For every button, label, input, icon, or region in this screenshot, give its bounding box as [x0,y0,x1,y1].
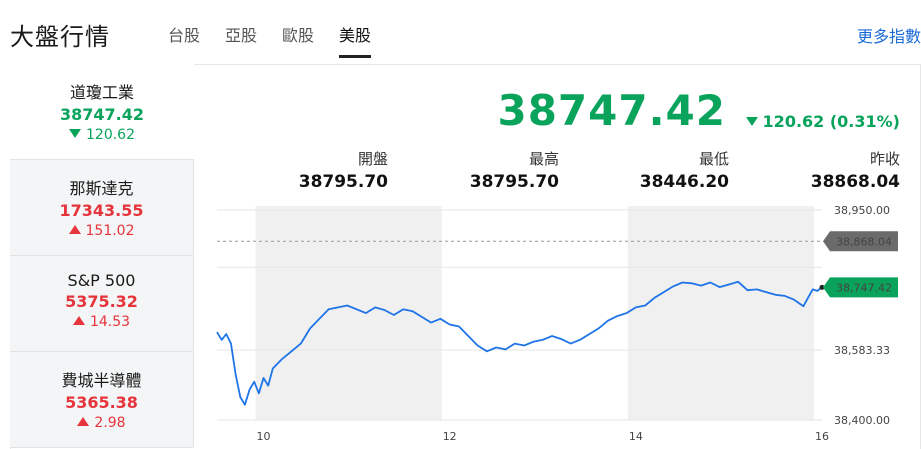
x-tick-label: 10 [257,430,271,443]
sidebar-item-price: 5375.32 [65,292,138,311]
sidebar-item-name: 費城半導體 [61,371,142,390]
sidebar-item-change-value: 120.62 [86,127,135,143]
stat-high: 最高 38795.70 [470,148,559,192]
sidebar-item-change-value: 14.53 [89,314,131,330]
stat-label: 最高 [528,150,559,168]
tab-us[interactable]: 美股 [339,22,372,58]
main-change-value: 120.62 (0.31%) [762,112,900,131]
stat-value: 38446.20 [639,172,729,192]
index-sidebar: 道瓊工業 38747.42 120.62 那斯達克 17343.55 151.0… [10,64,194,449]
down-triangle-icon [69,129,81,138]
x-tick-label: 16 [815,430,829,443]
stat-value: 38795.70 [469,172,559,192]
sidebar-item-change: 14.53 [10,314,193,330]
main-change: 120.62 (0.31%) [745,112,900,131]
tab-taiwan[interactable]: 台股 [168,26,201,45]
sidebar-item-dow[interactable]: 道瓊工業 38747.42 120.62 [10,64,194,160]
sidebar-item-price: 38747.42 [59,105,144,124]
stat-value: 38868.04 [810,172,900,192]
more-indices-link[interactable]: 更多指數 [856,27,921,46]
tab-europe[interactable]: 歐股 [282,26,315,45]
sidebar-item-price: 17343.55 [59,201,144,220]
main-price: 38747.42 [497,86,726,135]
last-price-tag-label: 38,747.42 [836,281,892,294]
stat-label: 昨收 [869,150,900,168]
page-title: 大盤行情 [10,23,110,51]
tab-asia[interactable]: 亞股 [225,26,258,45]
sidebar-item-name: S&P 500 [67,271,136,290]
sidebar-item-change: 120.62 [10,127,194,143]
price-line [216,280,823,406]
last-price-dot [819,284,825,290]
sidebar-item-change: 2.98 [10,415,193,431]
prev-close-tag [823,231,898,252]
sidebar-item-price: 5365.38 [65,393,138,412]
y-tick-label: 38,400.00 [834,414,890,427]
stat-open: 開盤 38795.70 [299,148,388,192]
down-triangle-icon [745,117,758,126]
up-triangle-icon [68,225,81,234]
market-tabs: 台股 亞股 歐股 美股 [168,22,396,58]
sidebar-item-name: 那斯達克 [69,179,134,198]
sidebar-item-sox[interactable]: 費城半導體 5365.38 2.98 [10,352,194,448]
header: 大盤行情 台股 亞股 歐股 美股 更多指數 [0,0,921,64]
up-triangle-icon [77,417,90,426]
y-tick-label: 38,950.00 [834,204,890,217]
x-tick-label: 12 [443,430,457,443]
up-triangle-icon [72,316,85,325]
sidebar-item-name: 道瓊工業 [69,83,134,102]
x-tick-label: 14 [629,430,643,443]
stat-label: 開盤 [357,150,388,168]
prev-close-tag-label: 38,868.04 [836,235,892,248]
session-band-1 [627,206,814,420]
sidebar-item-change: 151.02 [10,223,193,239]
last-price-tag [823,277,898,298]
sidebar-item-change-value: 2.98 [94,415,126,431]
sidebar-item-change-value: 151.02 [85,223,135,239]
stat-prev-close: 昨收 38868.04 [811,148,900,192]
stat-label: 最低 [698,150,729,168]
stat-value: 38795.70 [298,172,388,192]
sidebar-item-sp500[interactable]: S&P 500 5375.32 14.53 [10,256,194,352]
sidebar-item-nasdaq[interactable]: 那斯達克 17343.55 151.02 [10,160,194,256]
stat-low: 最低 38446.20 [640,148,729,192]
y-tick-label: 38,583.33 [834,344,890,357]
